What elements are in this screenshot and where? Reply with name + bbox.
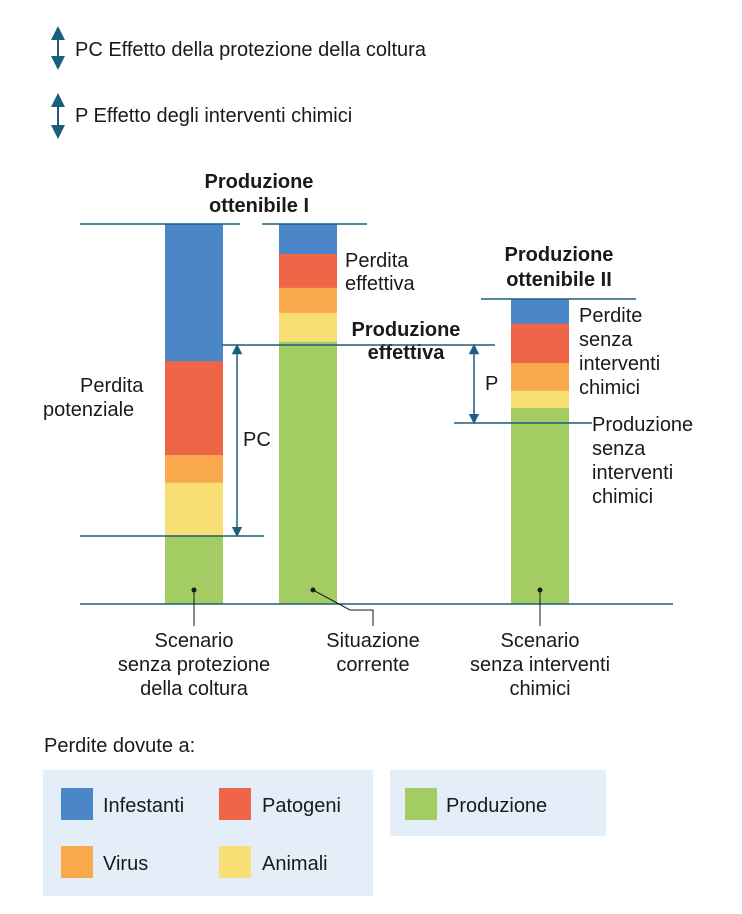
perdite-senza-line1: Perdite — [579, 305, 642, 327]
perdita-potenziale-line2: potenziale — [43, 399, 134, 421]
scenario2-label-line1: Situazione — [326, 630, 419, 652]
bar-segment-infestanti — [511, 299, 569, 325]
prod-senza-line1: Produzione — [592, 414, 693, 436]
bar-segment-patogeni — [165, 361, 223, 456]
bar-segment-patogeni — [511, 323, 569, 364]
scenario1-label-line1: Scenario — [155, 630, 234, 652]
bar-segment-virus — [511, 363, 569, 392]
legend-label-produzione: Produzione — [446, 795, 547, 817]
prod1-heading-line1: Produzione — [205, 171, 314, 193]
bar-scenario-senza-protezione — [165, 224, 223, 605]
legend-label-animali: Animali — [262, 853, 328, 875]
legend-label-patogeni: Patogeni — [262, 795, 341, 817]
scenario3-label-line1: Scenario — [501, 630, 580, 652]
p-key-label: P Effetto degli interventi chimici — [75, 105, 352, 127]
leader-line-2 — [312, 589, 374, 626]
legend-swatch-produzione — [405, 788, 437, 820]
prod2-heading-line1: Produzione — [505, 244, 614, 266]
legend-swatch-infestanti — [61, 788, 93, 820]
prod2-heading-line2: ottenibile II — [506, 269, 612, 291]
perdite-senza-line3: interventi — [579, 353, 660, 375]
pc-key-label: PC Effetto della protezione della coltur… — [75, 39, 427, 61]
bar-segment-infestanti — [279, 224, 337, 255]
p-label: P — [485, 373, 498, 395]
scenario1-label-line3: della coltura — [140, 678, 249, 700]
perdita-effettiva-line2: effettiva — [345, 273, 416, 295]
legend-swatch-patogeni — [219, 788, 251, 820]
legend-label-virus: Virus — [103, 853, 148, 875]
perdite-senza-line4: chimici — [579, 377, 640, 399]
legend-title: Perdite dovute a: — [44, 735, 195, 757]
bar-segment-virus — [279, 287, 337, 314]
prod1-heading-line2: ottenibile I — [209, 195, 309, 217]
bar-segment-patogeni — [279, 254, 337, 289]
scenario1-label-line2: senza protezione — [118, 654, 270, 676]
perdita-potenziale-line1: Perdita — [80, 375, 144, 397]
bar-segment-animali — [165, 482, 223, 537]
perdita-effettiva-line1: Perdita — [345, 250, 409, 272]
legend-label-infestanti: Infestanti — [103, 795, 184, 817]
perdite-senza-line2: senza — [579, 329, 633, 351]
legend-swatch-animali — [219, 846, 251, 878]
effettiva-heading-line1: Produzione — [352, 319, 461, 341]
bar-segment-produzione — [279, 341, 337, 605]
scenario3-label-line3: chimici — [509, 678, 570, 700]
prod-senza-line4: chimici — [592, 486, 653, 508]
prod-senza-line3: interventi — [592, 462, 673, 484]
scenario3-label-line2: senza interventi — [470, 654, 610, 676]
bar-scenario-senza-interventi — [511, 299, 569, 605]
bar-segment-infestanti — [165, 224, 223, 362]
bar-segment-animali — [279, 312, 337, 343]
pc-label: PC — [243, 429, 271, 451]
bar-segment-virus — [165, 455, 223, 484]
scenario2-label-line2: corrente — [336, 654, 409, 676]
bar-segment-animali — [511, 390, 569, 409]
bar-segment-produzione — [511, 407, 569, 605]
legend-swatch-virus — [61, 846, 93, 878]
effettiva-heading-line2: effettiva — [368, 342, 446, 364]
bar-situazione-corrente — [279, 224, 337, 605]
legend-box-losses — [43, 770, 373, 896]
prod-senza-line2: senza — [592, 438, 646, 460]
